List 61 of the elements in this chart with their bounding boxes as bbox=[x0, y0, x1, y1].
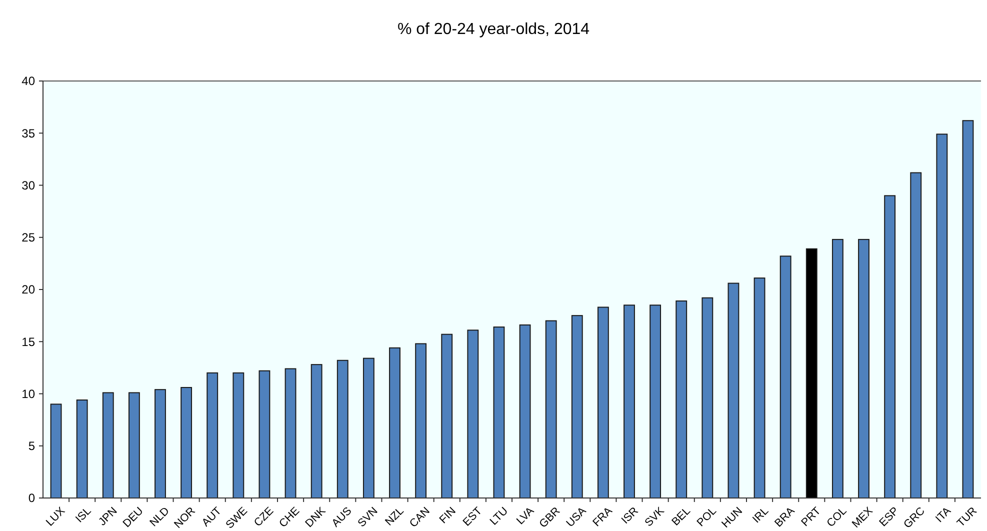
bar bbox=[102, 392, 114, 498]
chart-title: % of 20-24 year-olds, 2014 bbox=[397, 21, 590, 38]
bar bbox=[258, 370, 270, 498]
y-tick-label: 20 bbox=[22, 282, 36, 297]
bar bbox=[415, 343, 427, 498]
bar bbox=[467, 330, 479, 498]
bar bbox=[676, 300, 688, 498]
x-tick-label: IRL bbox=[750, 505, 772, 526]
y-tick-label: 10 bbox=[22, 386, 36, 401]
bar bbox=[624, 304, 635, 498]
x-tick-label: NZL bbox=[383, 505, 406, 528]
bar bbox=[362, 358, 374, 498]
x-tick-label: NLD bbox=[148, 505, 172, 530]
bar bbox=[910, 172, 922, 498]
bar bbox=[519, 324, 531, 498]
bar bbox=[441, 334, 453, 498]
bar bbox=[50, 404, 62, 498]
x-tick-label: ITA bbox=[933, 504, 954, 526]
bar bbox=[702, 297, 714, 498]
x-tick-label: LVA bbox=[514, 504, 538, 528]
x-tick-label: ISR bbox=[619, 505, 641, 527]
bar bbox=[832, 238, 844, 498]
bar bbox=[154, 389, 166, 498]
y-tick-label: 35 bbox=[22, 126, 36, 140]
y-tick-label: 25 bbox=[22, 230, 36, 245]
x-tick-label: FRA bbox=[590, 504, 616, 530]
x-tick-label: POL bbox=[694, 505, 719, 530]
bar bbox=[806, 248, 818, 498]
bar bbox=[754, 278, 766, 498]
bar bbox=[936, 134, 948, 498]
x-tick-label: USA bbox=[564, 504, 590, 530]
y-tick-label: 5 bbox=[28, 439, 36, 454]
bar bbox=[858, 238, 870, 498]
bar bbox=[310, 364, 322, 498]
bar bbox=[780, 256, 792, 498]
bar bbox=[76, 400, 88, 498]
x-tick-label: COL bbox=[824, 505, 850, 530]
bar bbox=[650, 304, 662, 498]
bar bbox=[389, 347, 400, 498]
y-tick-label: 0 bbox=[28, 491, 36, 506]
bar bbox=[284, 368, 296, 498]
x-tick-label: FIN bbox=[437, 505, 458, 526]
y-tick-label: 30 bbox=[22, 178, 36, 192]
bar bbox=[545, 320, 557, 498]
bar bbox=[571, 315, 583, 498]
x-tick-label: ISL bbox=[73, 505, 94, 526]
bar bbox=[884, 195, 896, 498]
x-tick-label: BEL bbox=[670, 505, 693, 528]
bar bbox=[128, 392, 140, 498]
x-tick-label: LTU bbox=[488, 505, 511, 528]
x-tick-label: TUR bbox=[955, 505, 980, 530]
y-tick-label: 40 bbox=[22, 74, 36, 88]
bar bbox=[597, 306, 609, 498]
bar bbox=[336, 360, 348, 498]
bar bbox=[206, 372, 218, 498]
bar bbox=[728, 282, 740, 498]
y-tick-label: 15 bbox=[22, 334, 36, 349]
bar bbox=[962, 120, 974, 498]
bar bbox=[493, 326, 505, 498]
bar bbox=[180, 386, 192, 498]
bar bbox=[232, 372, 244, 498]
